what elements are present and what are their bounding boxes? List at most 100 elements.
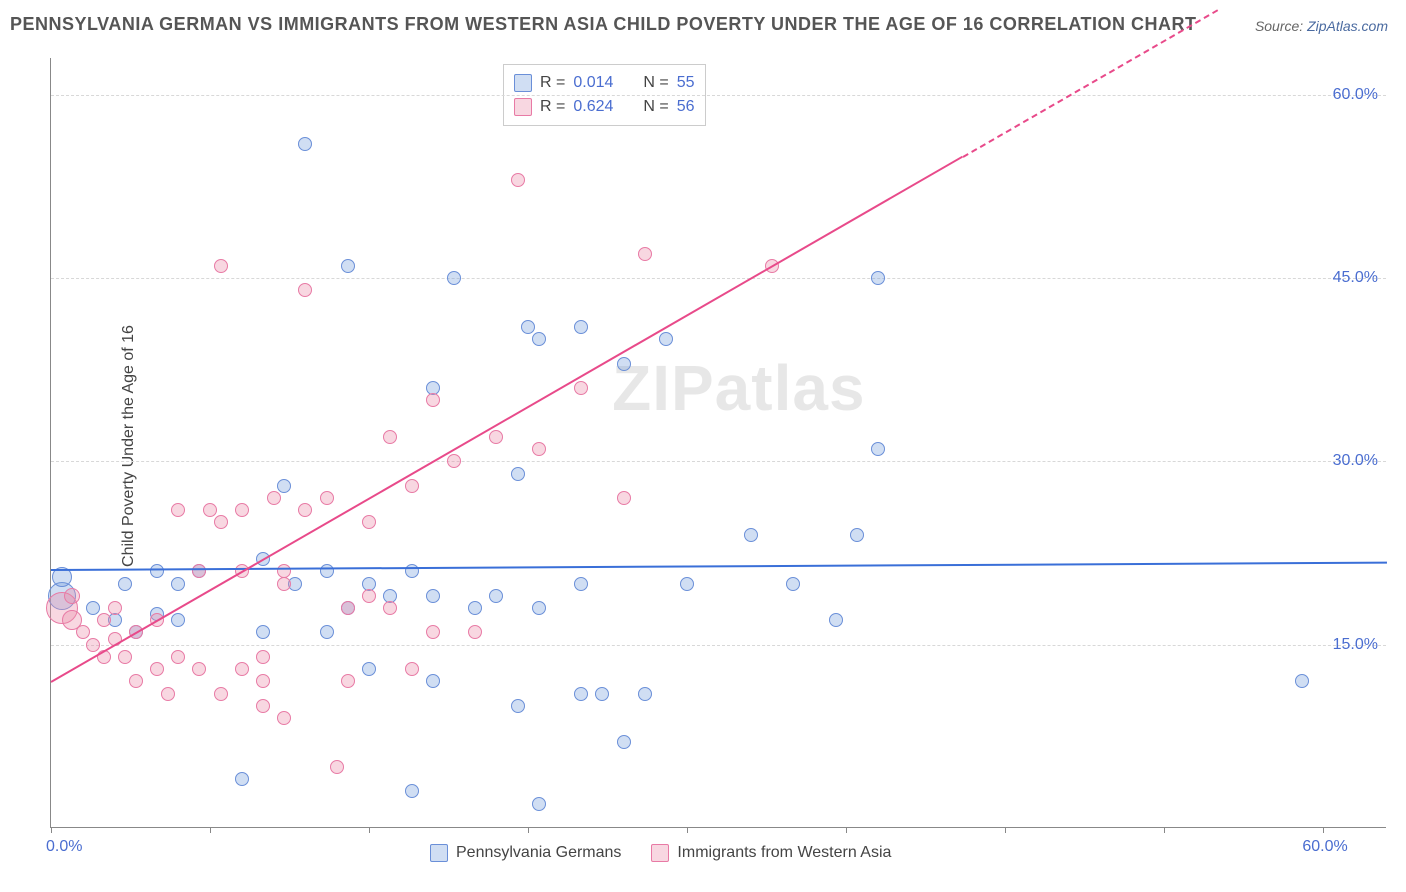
data-point	[383, 430, 397, 444]
chart-title: PENNSYLVANIA GERMAN VS IMMIGRANTS FROM W…	[10, 14, 1197, 35]
r-value: 0.624	[573, 95, 613, 119]
r-label: R =	[540, 71, 565, 95]
data-point	[256, 699, 270, 713]
y-tick-label: 45.0%	[1333, 269, 1378, 287]
n-value: 55	[677, 71, 695, 95]
data-point	[1295, 674, 1309, 688]
source-link[interactable]: ZipAtlas.com	[1307, 18, 1388, 34]
data-point	[150, 662, 164, 676]
data-point	[129, 674, 143, 688]
x-tick-mark	[210, 827, 211, 833]
legend-item: Immigrants from Western Asia	[651, 844, 891, 862]
legend-swatch	[514, 98, 532, 116]
n-label: N =	[643, 95, 668, 119]
data-point	[161, 687, 175, 701]
data-point	[256, 650, 270, 664]
data-point	[235, 772, 249, 786]
data-point	[277, 577, 291, 591]
data-point	[192, 662, 206, 676]
data-point	[511, 173, 525, 187]
data-point	[426, 393, 440, 407]
data-point	[574, 320, 588, 334]
data-point	[871, 442, 885, 456]
x-tick-mark	[528, 827, 529, 833]
data-point	[235, 503, 249, 517]
data-point	[330, 760, 344, 774]
data-point	[574, 381, 588, 395]
data-point	[235, 662, 249, 676]
data-point	[426, 625, 440, 639]
data-point	[214, 259, 228, 273]
data-point	[86, 638, 100, 652]
x-tick-mark	[687, 827, 688, 833]
data-point	[320, 625, 334, 639]
data-point	[86, 601, 100, 615]
y-tick-label: 60.0%	[1333, 86, 1378, 104]
data-point	[405, 662, 419, 676]
stats-legend-row: R =0.624N =56	[514, 95, 695, 119]
data-point	[203, 503, 217, 517]
data-point	[850, 528, 864, 542]
data-point	[341, 259, 355, 273]
legend-series-label: Immigrants from Western Asia	[677, 844, 891, 862]
x-tick-mark	[1164, 827, 1165, 833]
data-point	[468, 601, 482, 615]
legend-swatch	[651, 844, 669, 862]
data-point	[97, 613, 111, 627]
data-point	[76, 625, 90, 639]
data-point	[277, 479, 291, 493]
data-point	[871, 271, 885, 285]
data-point	[426, 674, 440, 688]
data-point	[489, 589, 503, 603]
data-point	[405, 479, 419, 493]
data-point	[64, 588, 80, 604]
data-point	[171, 503, 185, 517]
source-prefix: Source:	[1255, 18, 1307, 34]
data-point	[511, 467, 525, 481]
data-point	[362, 515, 376, 529]
data-point	[532, 332, 546, 346]
data-point	[617, 735, 631, 749]
data-point	[320, 564, 334, 578]
data-point	[532, 797, 546, 811]
data-point	[118, 577, 132, 591]
data-point	[362, 662, 376, 676]
data-point	[108, 601, 122, 615]
data-point	[532, 601, 546, 615]
data-point	[617, 491, 631, 505]
data-point	[256, 625, 270, 639]
data-point	[405, 784, 419, 798]
data-point	[447, 454, 461, 468]
data-point	[489, 430, 503, 444]
series-legend: Pennsylvania Germans Immigrants from West…	[430, 844, 891, 862]
source-label: Source: ZipAtlas.com	[1255, 18, 1388, 34]
grid-line	[51, 278, 1386, 279]
data-point	[595, 687, 609, 701]
data-point	[298, 137, 312, 151]
x-tick-label-first: 0.0%	[46, 838, 82, 856]
n-label: N =	[643, 71, 668, 95]
data-point	[468, 625, 482, 639]
data-point	[171, 577, 185, 591]
data-point	[320, 491, 334, 505]
legend-swatch	[430, 844, 448, 862]
data-point	[341, 601, 355, 615]
data-point	[267, 491, 281, 505]
legend-swatch	[514, 74, 532, 92]
trend-line	[51, 156, 964, 683]
data-point	[574, 577, 588, 591]
data-point	[426, 589, 440, 603]
data-point	[659, 332, 673, 346]
grid-line	[51, 461, 1386, 462]
x-tick-mark	[846, 827, 847, 833]
data-point	[171, 650, 185, 664]
data-point	[680, 577, 694, 591]
grid-line	[51, 95, 1386, 96]
x-tick-label-last: 60.0%	[1302, 838, 1347, 856]
legend-series-label: Pennsylvania Germans	[456, 844, 621, 862]
data-point	[511, 699, 525, 713]
data-point	[638, 247, 652, 261]
data-point	[277, 711, 291, 725]
data-point	[638, 687, 652, 701]
n-value: 56	[677, 95, 695, 119]
